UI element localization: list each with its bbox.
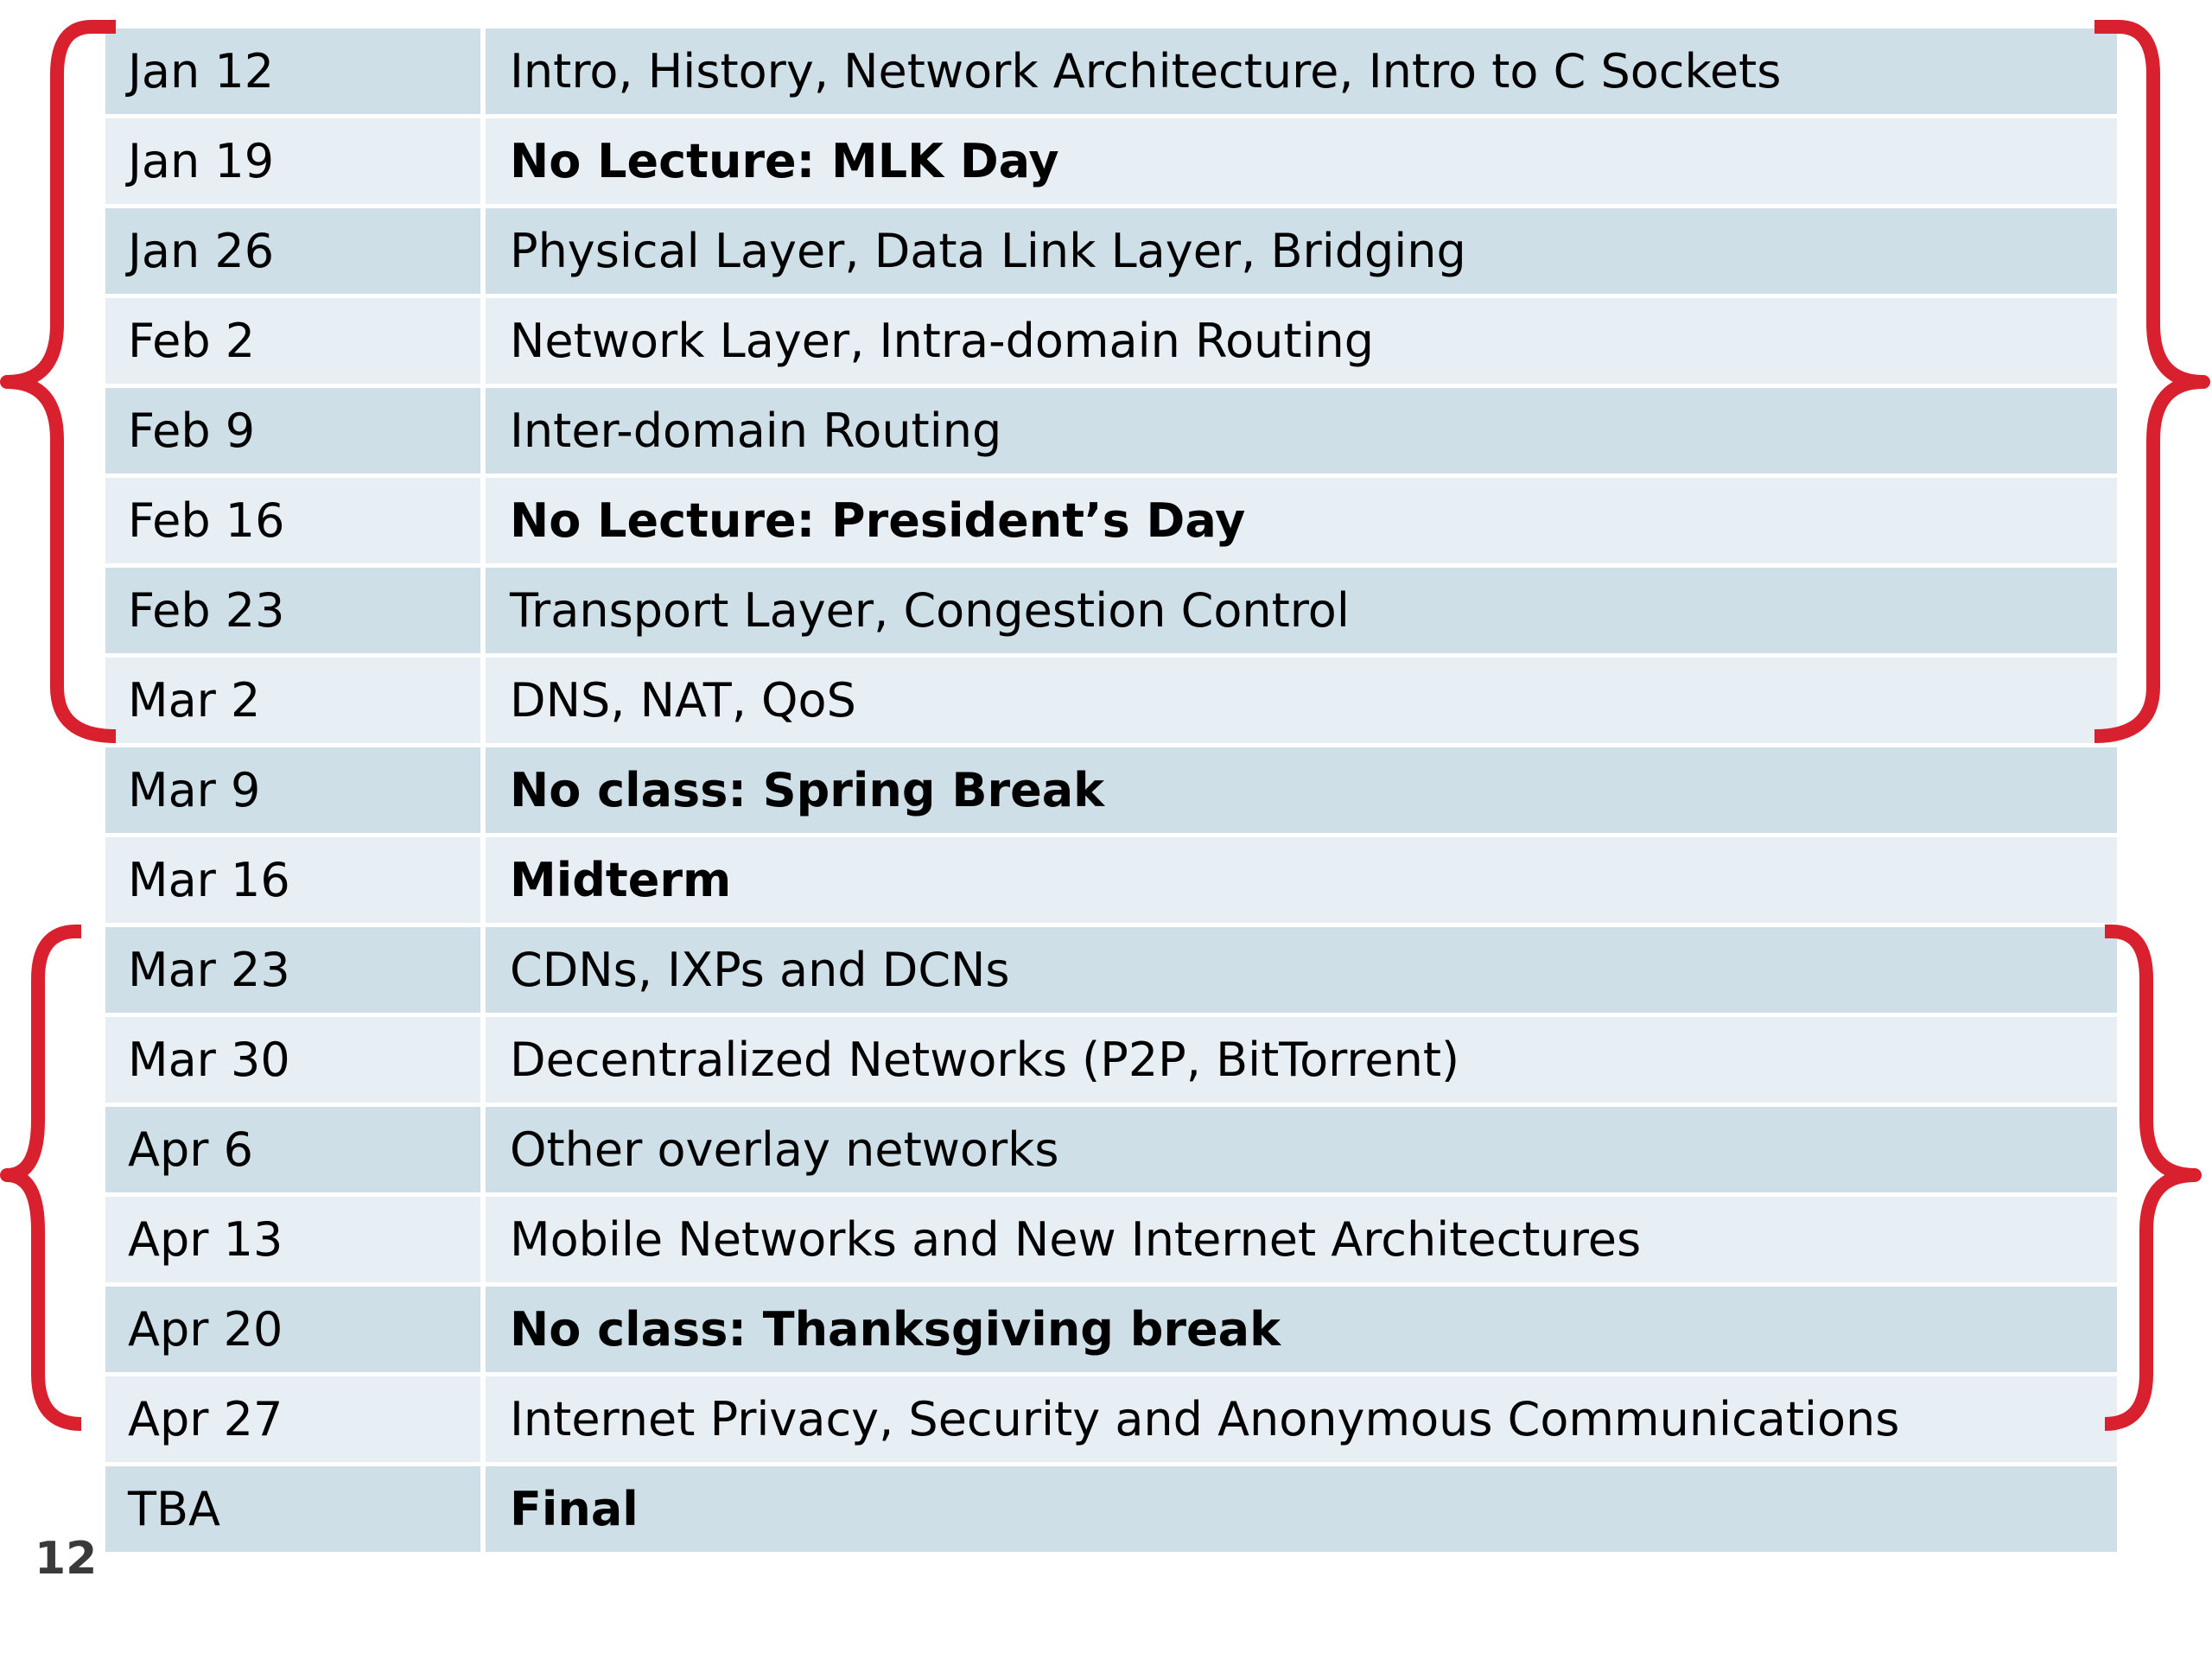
right-brace-top-path (2094, 20, 2210, 743)
schedule-row: Mar 2 DNS, NAT, QoS (105, 658, 2117, 743)
schedule-row: Mar 9 No class: Spring Break (105, 747, 2117, 833)
schedule-row: Apr 13 Mobile Networks and New Internet A… (105, 1197, 2117, 1282)
schedule-date: TBA (105, 1466, 486, 1552)
schedule-topic: Internet Privacy, Security and Anonymous… (486, 1376, 2117, 1462)
schedule-date: Apr 6 (105, 1107, 486, 1192)
schedule-date: Mar 9 (105, 747, 486, 833)
schedule-topic: Network Layer, Intra-domain Routing (486, 298, 2117, 384)
schedule-topic-highlight: No class: Thanksgiving break (486, 1287, 2117, 1372)
schedule-row: Apr 20 No class: Thanksgiving break (105, 1287, 2117, 1372)
schedule-date: Apr 27 (105, 1376, 486, 1462)
schedule-row: Mar 23 CDNs, IXPs and DCNs (105, 927, 2117, 1013)
schedule-topic-highlight: Final (486, 1466, 2117, 1552)
schedule-row: Mar 16 Midterm (105, 837, 2117, 923)
schedule-table: Jan 12 Intro, History, Network Architectu… (105, 24, 2117, 1556)
schedule-row: Feb 23 Transport Layer, Congestion Contro… (105, 568, 2117, 653)
schedule-date: Apr 13 (105, 1197, 486, 1282)
schedule-date: Feb 2 (105, 298, 486, 384)
schedule-row: Apr 6 Other overlay networks (105, 1107, 2117, 1192)
schedule-topic: Mobile Networks and New Internet Archite… (486, 1197, 2117, 1282)
schedule-row: Jan 26 Physical Layer, Data Link Layer, B… (105, 208, 2117, 294)
schedule-row: Feb 16 No Lecture: President’s Day (105, 478, 2117, 563)
schedule-row: Apr 27 Internet Privacy, Security and Ano… (105, 1376, 2117, 1462)
schedule-date: Jan 26 (105, 208, 486, 294)
schedule-row: Feb 9 Inter-domain Routing (105, 388, 2117, 474)
schedule-date: Feb 9 (105, 388, 486, 474)
schedule-date: Mar 30 (105, 1017, 486, 1103)
schedule-body: Jan 12 Intro, History, Network Architectu… (105, 29, 2117, 1552)
schedule-topic: Physical Layer, Data Link Layer, Bridgin… (486, 208, 2117, 294)
schedule-date: Feb 16 (105, 478, 486, 563)
schedule-date: Mar 16 (105, 837, 486, 923)
schedule-topic-highlight: No Lecture: MLK Day (486, 118, 2117, 204)
schedule-topic: Intro, History, Network Architecture, In… (486, 29, 2117, 114)
schedule-row: Mar 30 Decentralized Networks (P2P, BitTo… (105, 1017, 2117, 1103)
schedule-date: Jan 12 (105, 29, 486, 114)
schedule-topic: Other overlay networks (486, 1107, 2117, 1192)
left-brace-bottom-path (0, 925, 83, 1431)
slide-number: 12 (35, 1533, 98, 1585)
schedule-date: Jan 19 (105, 118, 486, 204)
schedule-topic: Transport Layer, Congestion Control (486, 568, 2117, 653)
left-brace-top-path (0, 20, 117, 743)
schedule-row: Feb 2 Network Layer, Intra-domain Routing (105, 298, 2117, 384)
schedule-topic: DNS, NAT, QoS (486, 658, 2117, 743)
schedule-date: Mar 2 (105, 658, 486, 743)
schedule-topic-highlight: Midterm (486, 837, 2117, 923)
schedule-row: Jan 19 No Lecture: MLK Day (105, 118, 2117, 204)
schedule-topic-highlight: No class: Spring Break (486, 747, 2117, 833)
schedule-topic-highlight: No Lecture: President’s Day (486, 478, 2117, 563)
schedule-date: Feb 23 (105, 568, 486, 653)
schedule-topic: Inter-domain Routing (486, 388, 2117, 474)
schedule-row: Jan 12 Intro, History, Network Architectu… (105, 29, 2117, 114)
right-brace-bottom-path (2104, 925, 2202, 1431)
schedule-topic: CDNs, IXPs and DCNs (486, 927, 2117, 1013)
schedule-date: Mar 23 (105, 927, 486, 1013)
schedule-row: TBA Final (105, 1466, 2117, 1552)
schedule-date: Apr 20 (105, 1287, 486, 1372)
schedule-topic: Decentralized Networks (P2P, BitTorrent) (486, 1017, 2117, 1103)
